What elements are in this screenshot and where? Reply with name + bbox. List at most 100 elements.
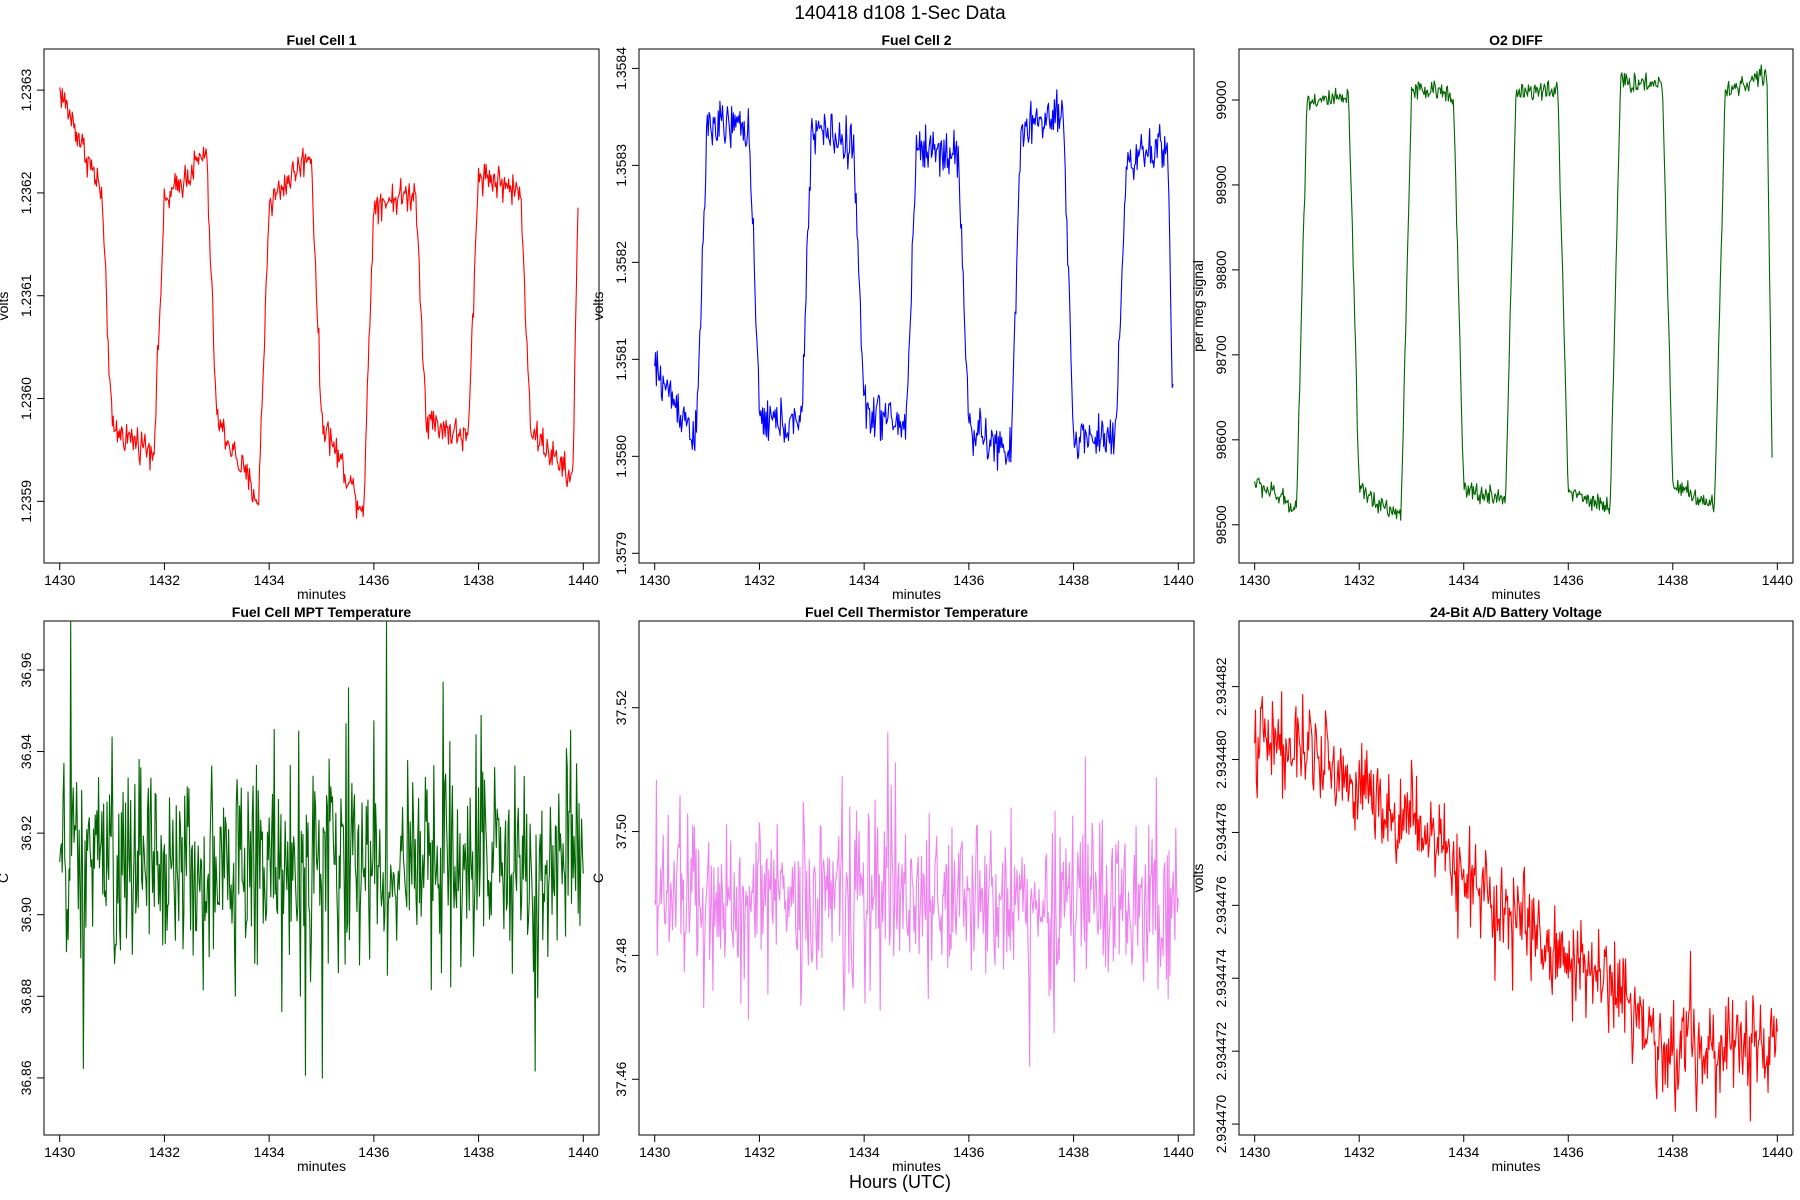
fuel-cell-2-title: Fuel Cell 2: [881, 32, 951, 48]
fuel-cell-2-plot-frame: [638, 48, 1195, 564]
24-bit-a-d-battery-voltage-x-tick-label: 1430: [1239, 1144, 1270, 1160]
24-bit-a-d-battery-voltage-y-tick-label: 2.934480: [1213, 730, 1229, 789]
o2-diff-y-tick-label: 98600: [1213, 420, 1229, 459]
fuel-cell-1-x-tick-label: 1440: [568, 572, 599, 588]
o2-diff-x-tick-label: 1438: [1657, 572, 1688, 588]
fuel-cell-mpt-temperature-x-tick-label: 1440: [568, 1144, 599, 1160]
fuel-cell-2-x-tick-label: 1436: [953, 572, 984, 588]
o2-diff-y-tick-label: 98700: [1213, 335, 1229, 374]
24-bit-a-d-battery-voltage-x-tick-label: 1440: [1762, 1144, 1793, 1160]
fuel-cell-1-title: Fuel Cell 1: [286, 32, 356, 48]
24-bit-a-d-battery-voltage-y-tick-label: 2.934470: [1213, 1095, 1229, 1154]
o2-diff-y-tick-label: 98900: [1213, 165, 1229, 204]
fuel-cell-2-x-tick-label: 1432: [744, 572, 775, 588]
fuel-cell-mpt-temperature-y-tick-label: 36.92: [18, 815, 34, 850]
fuel-cell-thermistor-temperature-x-tick-label: 1440: [1163, 1144, 1194, 1160]
chart-fuel-cell-mpt-temperature: Fuel Cell MPT Temperature 1430 1432 1434 143…: [0, 604, 600, 1174]
24-bit-a-d-battery-voltage-title: 24-Bit A/D Battery Voltage: [1430, 604, 1602, 620]
fuel-cell-2-x-tick-label: 1440: [1163, 572, 1194, 588]
fuel-cell-mpt-temperature-y-tick-label: 36.94: [18, 734, 34, 769]
o2-diff-y-tick-label: 98500: [1213, 505, 1229, 544]
fuel-cell-1-plot-frame: [43, 48, 600, 564]
fuel-cell-mpt-temperature-y-tick-label: 36.88: [18, 979, 34, 1014]
fuel-cell-1-x-tick-label: 1436: [358, 572, 389, 588]
fuel-cell-thermistor-temperature-x-axis-label: minutes: [892, 1158, 941, 1174]
fuel-cell-2-x-axis-label: minutes: [892, 586, 941, 602]
24-bit-a-d-battery-voltage-y-tick-label: 2.934476: [1213, 876, 1229, 935]
fuel-cell-2-y-tick-label: 1.3583: [613, 144, 629, 187]
fuel-cell-1-x-tick-label: 1434: [254, 572, 285, 588]
fuel-cell-1-x-tick-label: 1438: [463, 572, 494, 588]
24-bit-a-d-battery-voltage-y-tick-label: 2.934478: [1213, 803, 1229, 862]
fuel-cell-thermistor-temperature-title: Fuel Cell Thermistor Temperature: [805, 604, 1028, 620]
fuel-cell-thermistor-temperature-y-tick-label: 37.52: [613, 690, 629, 725]
fuel-cell-mpt-temperature-x-tick-label: 1438: [463, 1144, 494, 1160]
fuel-cell-mpt-temperature-y-axis-label: C: [0, 873, 11, 883]
o2-diff-x-tick-label: 1432: [1344, 572, 1375, 588]
o2-diff-plot-frame: [1238, 48, 1794, 564]
fuel-cell-thermistor-temperature-y-tick-label: 37.46: [613, 1062, 629, 1097]
fuel-cell-2-y-tick-label: 1.3584: [613, 47, 629, 90]
fuel-cell-1-series-line: [59, 87, 579, 519]
24-bit-a-d-battery-voltage-series-line: [1254, 691, 1778, 1122]
o2-diff-y-axis-label: per meg signal: [1190, 260, 1206, 352]
fuel-cell-mpt-temperature-x-tick-label: 1436: [358, 1144, 389, 1160]
fuel-cell-mpt-temperature-x-tick-label: 1432: [149, 1144, 180, 1160]
chart-24-bit-a-d-battery-voltage: 24-Bit A/D Battery Voltage 1430 1432 1434 14…: [1190, 604, 1794, 1174]
24-bit-a-d-battery-voltage-y-tick-label: 2.934474: [1213, 949, 1229, 1008]
fuel-cell-mpt-temperature-x-tick-label: 1434: [254, 1144, 285, 1160]
fuel-cell-1-x-tick-label: 1432: [149, 572, 180, 588]
fuel-cell-1-y-tick-label: 1.2362: [18, 171, 34, 214]
fuel-cell-2-x-tick-label: 1438: [1058, 572, 1089, 588]
fuel-cell-mpt-temperature-y-tick-label: 36.96: [18, 652, 34, 687]
chart-o2-diff: O2 DIFF 1430 1432 1434 1436 1438 1440 minutes 98…: [1190, 32, 1794, 602]
24-bit-a-d-battery-voltage-y-axis-label: volts: [1190, 864, 1206, 893]
o2-diff-x-axis-label: minutes: [1491, 586, 1540, 602]
fuel-cell-thermistor-temperature-x-tick-label: 1438: [1058, 1144, 1089, 1160]
o2-diff-title: O2 DIFF: [1489, 32, 1543, 48]
fuel-cell-2-y-tick-label: 1.3581: [613, 338, 629, 381]
fuel-cell-2-x-tick-label: 1430: [639, 572, 670, 588]
fuel-cell-1-y-axis-label: volts: [0, 292, 11, 321]
fuel-cell-mpt-temperature-y-tick-label: 36.90: [18, 897, 34, 932]
fuel-cell-thermistor-temperature-y-tick-label: 37.50: [613, 814, 629, 849]
fuel-cell-1-y-tick-label: 1.2360: [18, 377, 34, 420]
fuel-cell-thermistor-temperature-y-axis-label: C: [590, 873, 606, 883]
o2-diff-x-tick-label: 1440: [1762, 572, 1793, 588]
chart-fuel-cell-2: Fuel Cell 2 1430 1432 1434 1436 1438 1440 minut…: [590, 32, 1195, 602]
fuel-cell-thermistor-temperature-x-tick-label: 1434: [849, 1144, 880, 1160]
fuel-cell-mpt-temperature-x-tick-label: 1430: [44, 1144, 75, 1160]
fuel-cell-thermistor-temperature-x-tick-label: 1436: [953, 1144, 984, 1160]
fuel-cell-2-y-tick-label: 1.3580: [613, 435, 629, 478]
chart-fuel-cell-thermistor-temperature: Fuel Cell Thermistor Temperature 1430 1432…: [590, 604, 1195, 1174]
24-bit-a-d-battery-voltage-x-tick-label: 1438: [1657, 1144, 1688, 1160]
fuel-cell-1-x-axis-label: minutes: [297, 586, 346, 602]
fuel-cell-1-y-tick-label: 1.2361: [18, 274, 34, 317]
fuel-cell-2-y-axis-label: volts: [590, 292, 606, 321]
o2-diff-series-line: [1254, 64, 1773, 521]
24-bit-a-d-battery-voltage-y-tick-label: 2.934472: [1213, 1022, 1229, 1081]
o2-diff-x-tick-label: 1436: [1553, 572, 1584, 588]
fuel-cell-1-x-tick-label: 1430: [44, 572, 75, 588]
fuel-cell-2-y-tick-label: 1.3582: [613, 241, 629, 284]
fuel-cell-thermistor-temperature-series-line: [654, 732, 1179, 1067]
o2-diff-x-tick-label: 1434: [1448, 572, 1479, 588]
fuel-cell-2-series-line: [654, 89, 1174, 471]
24-bit-a-d-battery-voltage-x-tick-label: 1436: [1553, 1144, 1584, 1160]
o2-diff-y-tick-label: 98800: [1213, 250, 1229, 289]
24-bit-a-d-battery-voltage-y-tick-label: 2.934482: [1213, 657, 1229, 716]
o2-diff-x-tick-label: 1430: [1239, 572, 1270, 588]
o2-diff-y-tick-label: 99000: [1213, 80, 1229, 119]
fuel-cell-thermistor-temperature-y-tick-label: 37.48: [613, 938, 629, 973]
fuel-cell-2-y-tick-label: 1.3579: [613, 532, 629, 575]
fuel-cell-2-x-tick-label: 1434: [849, 572, 880, 588]
outer-x-axis-label: Hours (UTC): [849, 1172, 951, 1192]
24-bit-a-d-battery-voltage-x-tick-label: 1432: [1344, 1144, 1375, 1160]
fuel-cell-1-y-tick-label: 1.2359: [18, 480, 34, 523]
fuel-cell-1-y-tick-label: 1.2363: [18, 68, 34, 111]
figure-title: 140418 d108 1-Sec Data: [794, 3, 1006, 24]
fuel-cell-thermistor-temperature-x-tick-label: 1430: [639, 1144, 670, 1160]
fuel-cell-mpt-temperature-y-tick-label: 36.86: [18, 1060, 34, 1095]
chart-panels: Fuel Cell 1 1430 1432 1434 1436 1438 1440 minut…: [0, 32, 1794, 1174]
